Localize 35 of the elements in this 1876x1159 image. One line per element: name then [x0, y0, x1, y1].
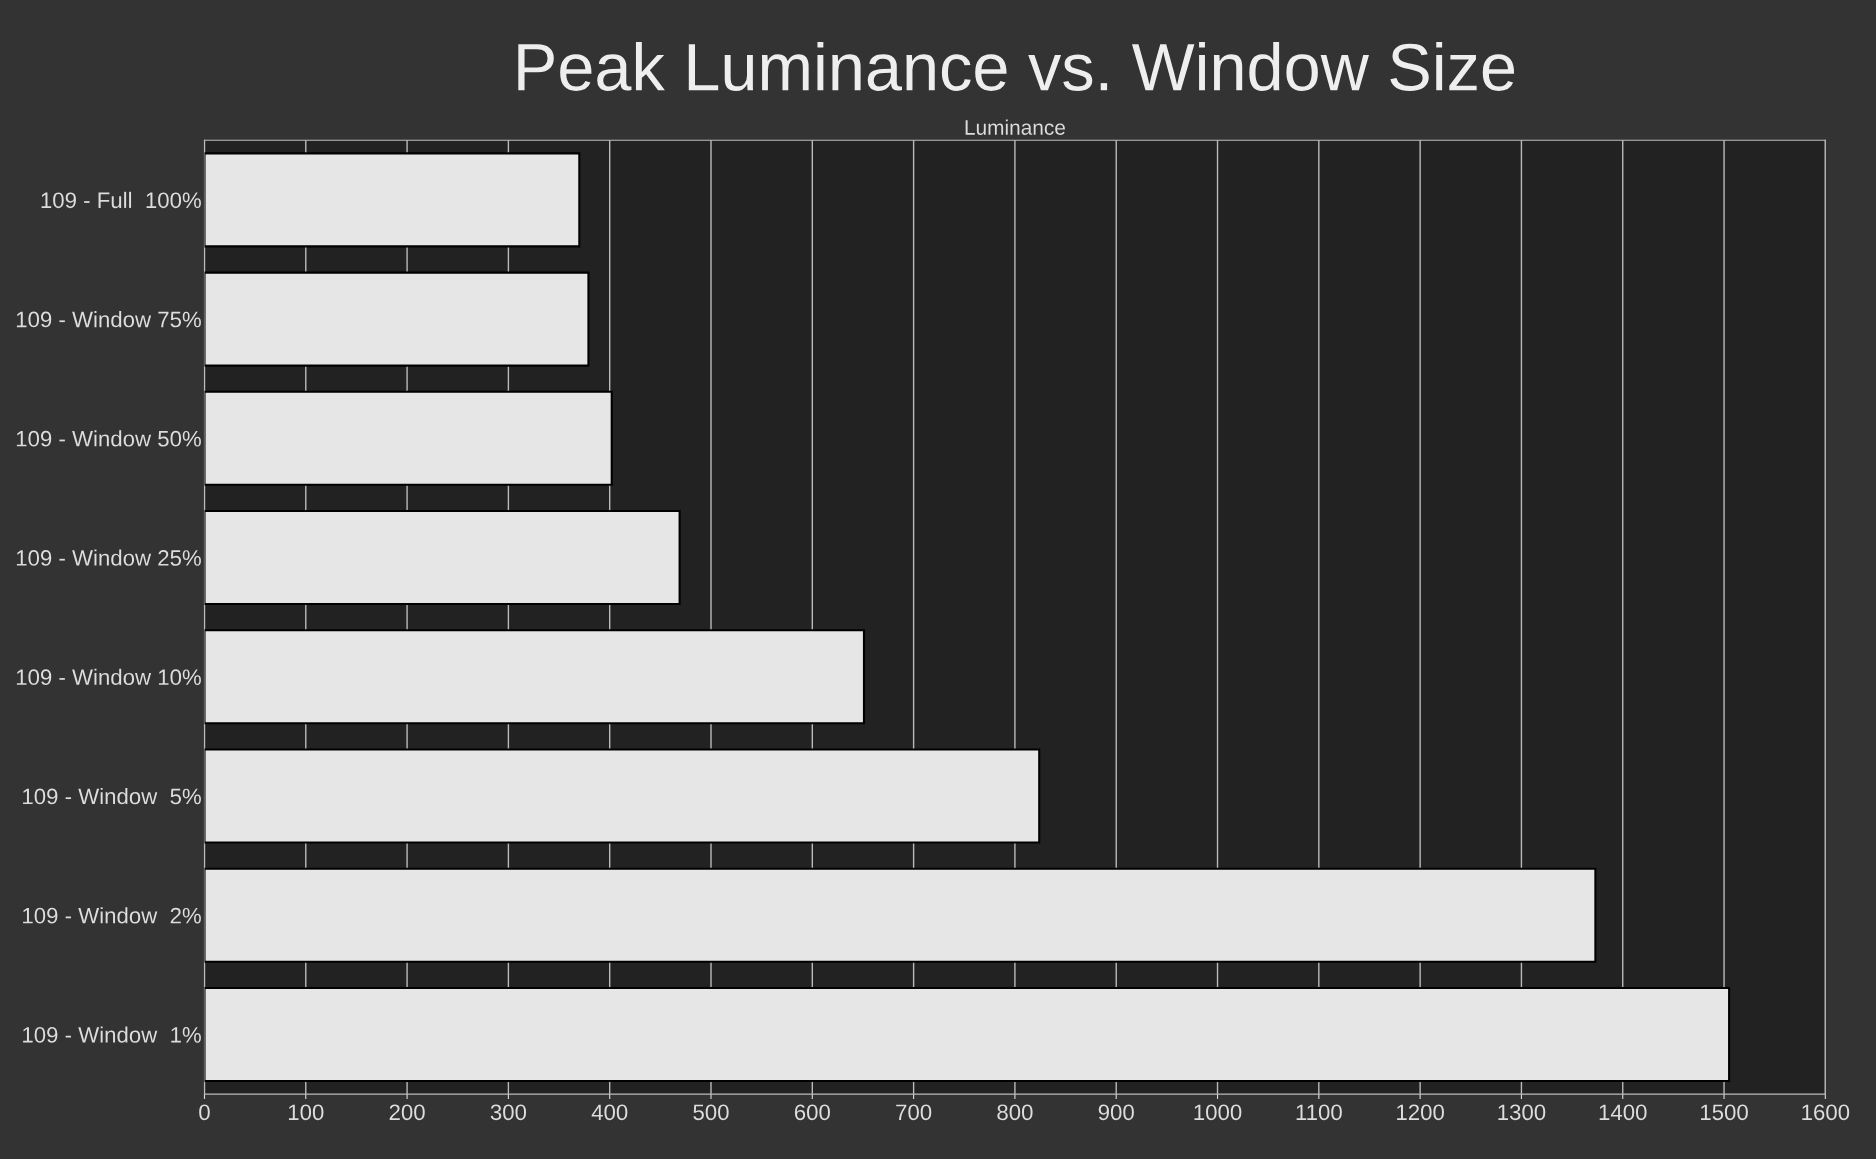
y-tick-label: 109 - Window 25%: [16, 549, 201, 566]
x-tick-label: 400: [591, 1104, 628, 1121]
y-tick-label: 109 - Window 50%: [16, 430, 201, 447]
x-tick-label: 1000: [1194, 1104, 1242, 1121]
y-tick-label: 109 - Window 10%: [16, 668, 201, 686]
bar: [204, 629, 866, 725]
x-tick-label: 300: [490, 1104, 527, 1121]
y-tick-label: 109 - Window 5%: [23, 787, 201, 805]
x-tick-label: 1300: [1498, 1104, 1546, 1121]
x-tick-label: 1200: [1397, 1104, 1444, 1121]
x-axis-title: Luminance: [965, 119, 1065, 135]
bar: [204, 986, 1731, 1083]
x-tick-label: 100: [288, 1104, 324, 1121]
bar: [204, 152, 581, 248]
x-tick-label: 1500: [1701, 1104, 1748, 1121]
x-tick-label: 600: [794, 1104, 830, 1121]
y-tick-label: 109 - Window 2%: [23, 907, 201, 924]
y-tick-label: 109 - Full 100%: [41, 191, 201, 209]
x-tick-label: 700: [896, 1104, 932, 1121]
bar: [204, 271, 590, 367]
x-tick-label: 1400: [1599, 1104, 1647, 1121]
x-tick-label: 900: [1098, 1104, 1134, 1121]
chart-title: Peak Luminance vs. Window Size: [518, 41, 1515, 91]
x-tick-label: 0: [199, 1104, 210, 1121]
x-tick-label: 1600: [1802, 1104, 1850, 1121]
x-tick-label: 1100: [1296, 1104, 1342, 1121]
y-tick-label: 109 - Window 1%: [23, 1026, 201, 1043]
bar: [204, 867, 1597, 963]
x-tick-label: 800: [997, 1104, 1033, 1121]
x-tick-label: 500: [693, 1104, 729, 1121]
bar: [204, 390, 613, 486]
bar: [204, 748, 1041, 844]
bar: [204, 510, 681, 606]
y-tick-label: 109 - Window 75%: [16, 311, 201, 328]
x-tick-label: 200: [389, 1104, 425, 1121]
